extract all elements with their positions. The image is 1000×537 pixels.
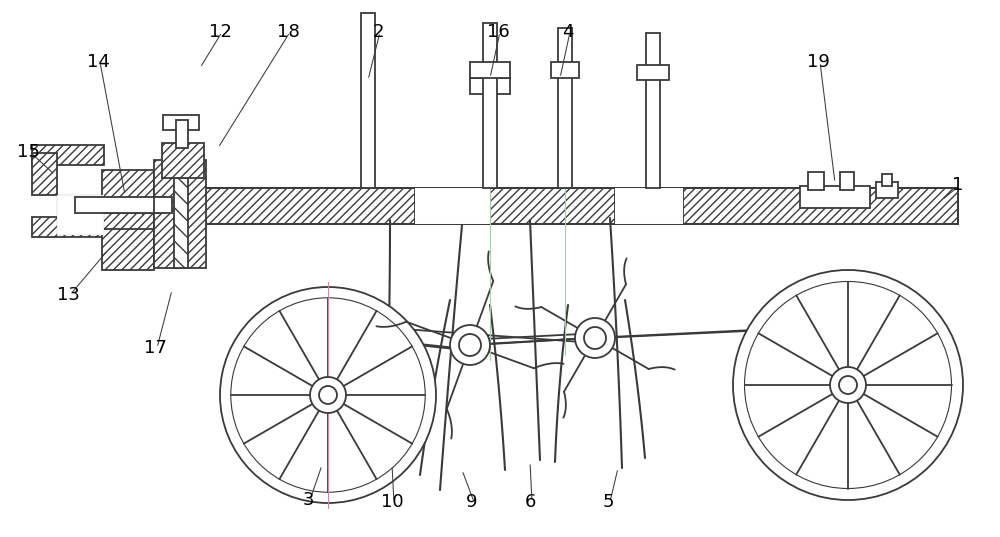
Bar xyxy=(646,33,660,188)
Text: 18: 18 xyxy=(277,23,299,41)
Bar xyxy=(154,197,172,213)
Text: 2: 2 xyxy=(372,23,384,41)
Bar xyxy=(170,188,958,224)
Bar xyxy=(808,172,824,190)
Bar xyxy=(876,182,898,198)
Circle shape xyxy=(575,318,615,358)
Bar xyxy=(32,153,57,195)
Bar xyxy=(102,170,154,270)
Bar xyxy=(551,62,579,78)
Text: 3: 3 xyxy=(302,491,314,509)
Text: 9: 9 xyxy=(466,493,478,511)
Circle shape xyxy=(744,281,952,489)
Circle shape xyxy=(830,367,866,403)
Circle shape xyxy=(310,377,346,413)
Bar xyxy=(882,174,892,186)
Bar xyxy=(637,65,669,80)
Bar xyxy=(483,23,497,188)
Text: 6: 6 xyxy=(524,493,536,511)
Text: 12: 12 xyxy=(209,23,231,41)
Text: 13: 13 xyxy=(57,286,79,304)
Bar xyxy=(176,120,188,148)
Circle shape xyxy=(839,376,857,394)
Text: 10: 10 xyxy=(381,493,403,511)
Bar xyxy=(415,188,490,224)
Text: 17: 17 xyxy=(144,339,166,357)
Bar xyxy=(470,62,510,78)
Circle shape xyxy=(733,270,963,500)
Bar xyxy=(162,143,204,178)
Bar xyxy=(558,28,572,188)
Bar xyxy=(361,13,375,188)
Circle shape xyxy=(584,327,606,349)
Bar xyxy=(615,188,683,224)
Text: 5: 5 xyxy=(602,493,614,511)
Circle shape xyxy=(220,287,436,503)
Bar xyxy=(800,186,870,208)
Bar xyxy=(75,197,165,213)
Text: 4: 4 xyxy=(562,23,574,41)
Circle shape xyxy=(459,334,481,356)
Text: 16: 16 xyxy=(487,23,509,41)
Bar xyxy=(163,115,199,130)
Text: 19: 19 xyxy=(807,53,829,71)
Bar xyxy=(174,178,188,268)
Bar xyxy=(32,145,104,165)
Bar xyxy=(840,172,854,190)
Bar xyxy=(32,217,104,237)
Circle shape xyxy=(450,325,490,365)
Text: 1: 1 xyxy=(952,176,964,194)
Circle shape xyxy=(319,386,337,404)
Circle shape xyxy=(231,298,425,492)
Bar xyxy=(57,195,104,235)
Text: 14: 14 xyxy=(87,53,109,71)
Bar xyxy=(154,160,206,268)
Text: 15: 15 xyxy=(17,143,39,161)
